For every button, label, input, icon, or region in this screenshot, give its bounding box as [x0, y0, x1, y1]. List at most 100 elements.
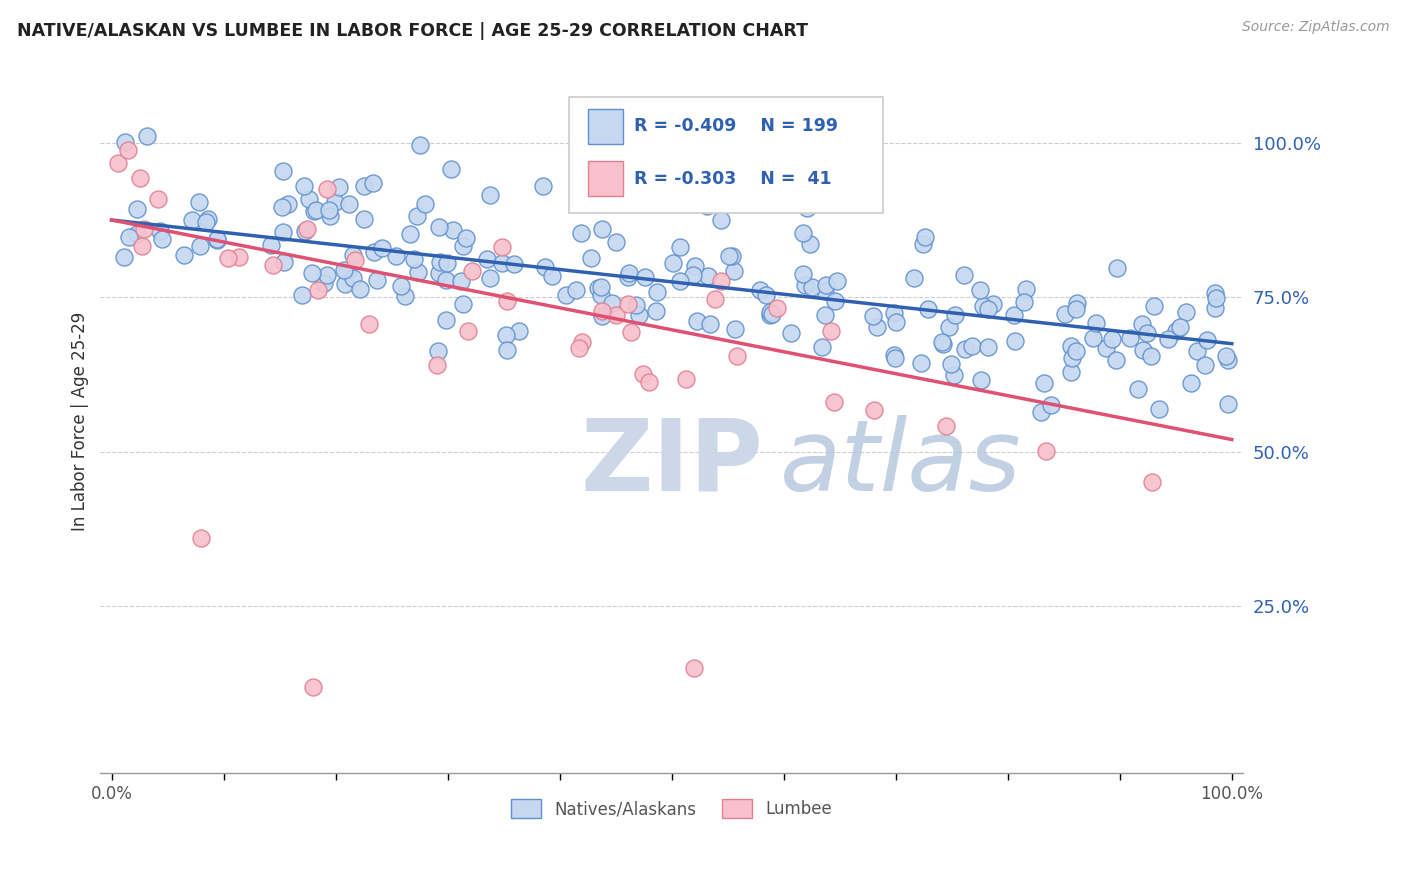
Point [1175, 305, 1198, 319]
Point [796, 201, 818, 215]
Point [479, 188, 502, 202]
Point [307, 283, 329, 297]
Text: atlas: atlas [780, 415, 1022, 512]
Point [709, 274, 731, 288]
Text: R = -0.409    N = 199: R = -0.409 N = 199 [634, 118, 838, 136]
Point [389, 279, 412, 293]
Point [495, 328, 517, 343]
Point [457, 324, 479, 338]
Point [938, 319, 960, 334]
Point [792, 226, 814, 240]
Point [479, 270, 502, 285]
Point [792, 267, 814, 281]
Point [943, 368, 966, 383]
Point [624, 298, 647, 312]
Point [273, 255, 295, 269]
Point [125, 227, 148, 241]
Point [344, 253, 367, 268]
Point [1066, 296, 1088, 310]
Point [1164, 324, 1187, 338]
Point [1085, 316, 1108, 330]
Point [149, 224, 172, 238]
Point [1105, 260, 1128, 275]
Point [453, 239, 475, 253]
Point [600, 296, 623, 310]
Text: ZIP: ZIP [581, 415, 763, 512]
Point [107, 156, 129, 170]
Point [1139, 349, 1161, 363]
Point [318, 203, 340, 218]
Point [820, 324, 842, 338]
Point [1119, 331, 1142, 345]
Point [294, 224, 316, 238]
Point [724, 322, 747, 336]
Point [1136, 326, 1159, 341]
Point [531, 178, 554, 193]
Point [912, 237, 935, 252]
Point [617, 269, 640, 284]
Point [406, 265, 429, 279]
Point [863, 402, 886, 417]
Point [813, 284, 835, 298]
Point [118, 230, 141, 244]
Point [434, 273, 457, 287]
Point [302, 680, 325, 694]
Point [1053, 307, 1076, 321]
Point [825, 274, 848, 288]
Point [127, 202, 149, 216]
Point [323, 194, 346, 209]
Point [638, 376, 661, 390]
Point [302, 203, 325, 218]
Point [696, 199, 718, 213]
Point [759, 308, 782, 322]
Text: Source: ZipAtlas.com: Source: ZipAtlas.com [1241, 20, 1389, 34]
Point [1095, 341, 1118, 355]
Point [357, 318, 380, 332]
Point [277, 196, 299, 211]
Point [366, 273, 388, 287]
Point [434, 312, 457, 326]
Point [813, 308, 835, 322]
Point [591, 310, 613, 324]
Point [426, 359, 449, 373]
Point [136, 128, 159, 143]
Point [586, 280, 609, 294]
Point [631, 367, 654, 381]
Point [150, 232, 173, 246]
Point [721, 249, 744, 263]
Point [1029, 405, 1052, 419]
Point [398, 227, 420, 241]
Point [725, 349, 748, 363]
Point [188, 239, 211, 253]
Point [571, 335, 593, 350]
FancyBboxPatch shape [569, 96, 883, 213]
Y-axis label: In Labor Force | Age 25-29: In Labor Force | Age 25-29 [72, 311, 89, 531]
Point [1216, 397, 1239, 411]
Point [801, 280, 824, 294]
Point [333, 262, 356, 277]
Point [131, 238, 153, 252]
Point [112, 250, 135, 264]
Point [605, 235, 627, 250]
Point [910, 355, 932, 369]
Point [591, 287, 613, 301]
Point [1060, 351, 1083, 365]
Point [1204, 301, 1226, 315]
Point [292, 178, 315, 193]
Point [554, 288, 576, 302]
Point [1215, 349, 1237, 363]
Point [571, 226, 593, 240]
Point [1014, 282, 1036, 296]
Point [568, 341, 591, 355]
Point [540, 268, 562, 283]
Point [491, 256, 513, 270]
Point [862, 309, 884, 323]
Point [173, 248, 195, 262]
Point [436, 256, 458, 270]
Point [824, 293, 846, 308]
Point [617, 297, 640, 311]
Point [315, 268, 337, 282]
Point [662, 256, 685, 270]
Point [491, 240, 513, 254]
Point [363, 245, 385, 260]
